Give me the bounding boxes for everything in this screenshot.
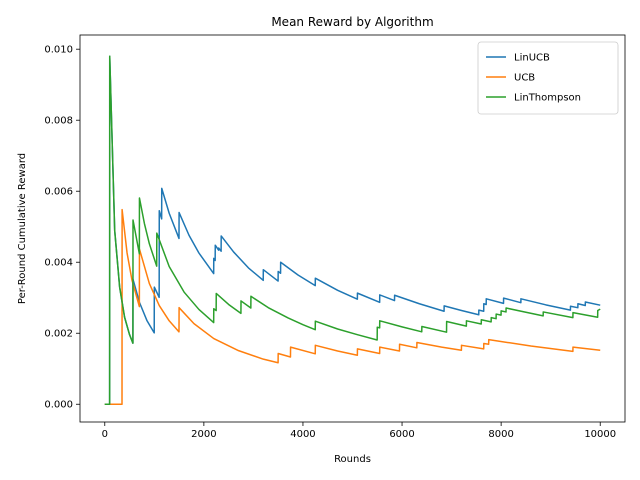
y-axis-ticks: 0.000 0.002 0.004 0.006 0.008 0.010 [44,45,80,411]
legend-label: LinThompson [514,93,581,104]
legend-box [477,41,619,115]
series-lines [104,55,601,405]
y-axis-label: Per-Round Cumulative Reward [17,153,28,304]
legend-label: UCB [514,73,535,84]
x-axis-ticks: 0 2000 4000 6000 8000 10000 [102,422,616,440]
y-tick-label: 0.004 [44,258,73,269]
series-line-linthompson [104,55,601,405]
plot-frame [79,34,626,423]
y-tick-label: 0.006 [44,187,73,198]
x-tick-label: 8000 [488,429,513,440]
x-tick-label: 4000 [290,429,315,440]
y-tick-label: 0.000 [44,400,73,411]
series-line-ucb [104,208,601,405]
y-tick-label: 0.002 [44,329,73,340]
x-tick-label: 0 [102,429,108,440]
legend-label: LinUCB [514,53,550,64]
x-tick-label: 2000 [191,429,216,440]
x-tick-label: 6000 [389,429,414,440]
y-tick-label: 0.008 [44,116,73,127]
series-line-linucb [104,55,601,405]
x-axis-label: Rounds [334,454,371,465]
x-tick-label: 10000 [584,429,616,440]
legend: LinUCB UCB LinThompson [477,41,619,115]
y-tick-label: 0.010 [44,45,73,56]
chart-title: Mean Reward by Algorithm [271,15,433,29]
